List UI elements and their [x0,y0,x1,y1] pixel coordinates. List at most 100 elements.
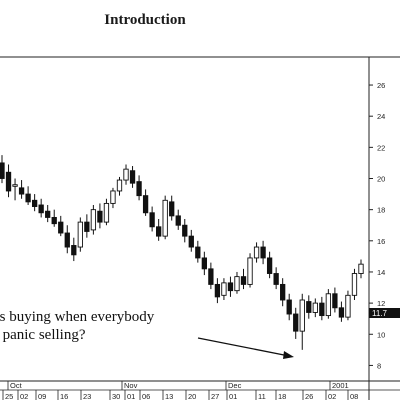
candle [345,290,351,321]
candle-body-up [90,209,97,231]
candle-body-down [45,210,51,218]
candle [234,271,240,294]
x-axis: 25 02 09 16 23 30 01 06 13 20 27 01 11 18 26 02 08 Oct Nov… [2,381,358,400]
candle [45,204,51,223]
x-tick-label: 01 [229,392,237,400]
candle-body-down [214,283,221,298]
candle-body-down [240,276,247,285]
month-label: Oct [10,381,23,390]
candle-body-down [286,299,292,315]
month-label: Dec [228,381,242,390]
candle [188,229,194,252]
candle [195,240,201,263]
candle [286,293,292,321]
candle [293,307,299,339]
candle [182,219,188,243]
candle [175,209,181,230]
candle [136,175,142,201]
candle-body-down [319,302,325,317]
candle-body-down [97,210,103,223]
x-tick-label: 13 [165,392,173,400]
candle-body-down [175,215,181,226]
candle-body-down [201,257,207,270]
candle-body-down [31,199,38,207]
candle [319,296,325,321]
candle [338,301,345,322]
candle-body-down [156,226,162,237]
candle-body-up [299,299,305,332]
y-tick-label: 18 [377,206,385,215]
candle-body-down [266,257,273,274]
x-tick-label: 27 [211,392,219,400]
x-tick-label: 25 [5,392,13,400]
price-label-text: 11.7 [372,309,388,318]
month-label: 2001 [332,381,349,390]
candle [162,195,168,240]
candle-body-down [5,171,12,192]
candle-body-up [123,168,129,181]
y-tick-label: 20 [377,175,385,184]
arrow-line [197,337,290,357]
candle [149,206,155,232]
y-tick-label: 24 [377,112,385,121]
candle [31,194,38,212]
candle-body-down [188,235,194,248]
month-label: Nov [124,381,138,390]
candle [123,164,129,185]
candle-body-down [0,162,5,179]
candle-body-down [18,187,25,195]
y-tick-label: 10 [377,330,385,339]
x-tick-label: 09 [38,392,46,400]
candle [227,276,234,297]
candle [358,259,364,279]
candle-body-down [293,313,299,332]
annotation-arrow [197,337,294,359]
candle [0,155,5,184]
x-tick-label: 18 [278,392,286,400]
x-tick-label: 02 [328,392,336,400]
candle-body-down [25,193,31,203]
candle-body-down [280,283,286,301]
annotation-line-1: as buying when everybody [0,309,155,325]
candle [25,186,31,205]
candle [169,195,175,221]
candle [351,268,358,300]
candle [332,287,338,313]
candle [110,187,116,209]
candle-body-down [273,273,279,285]
candle-body-up [12,184,18,187]
candle [299,293,305,350]
candle-body-down [64,232,70,248]
candle-body-up [351,273,358,296]
candle [253,242,260,263]
candle-body-up [110,190,116,204]
candle [116,176,123,196]
candle-body-up [103,202,110,223]
candle [97,203,103,229]
candle-body-down [58,221,64,234]
candle-body-down [149,212,155,228]
candle-body-up [253,246,260,259]
y-tick-label: 16 [377,237,385,246]
x-tick-label: 11 [258,392,266,400]
candle [103,198,110,226]
candle-body-up [358,263,364,274]
candle [221,278,227,300]
candle [18,180,25,199]
x-tick-label: 08 [350,392,358,400]
candle [51,209,57,227]
candle-body-down [195,246,201,259]
candle [90,204,97,235]
candle-body-down [51,216,57,225]
y-axis: 8 10 12 14 16 18 20 22 24 26 [369,81,385,370]
candle-body-down [208,268,214,285]
candle [312,298,318,318]
candle-body-up [162,199,168,237]
x-tick-label: 26 [305,392,313,400]
x-tick-label: 20 [188,392,196,400]
candle-body-down [306,301,312,313]
candle [240,268,247,290]
candle-body-down [227,282,234,292]
price-label-box [369,308,400,318]
candle [5,164,12,198]
